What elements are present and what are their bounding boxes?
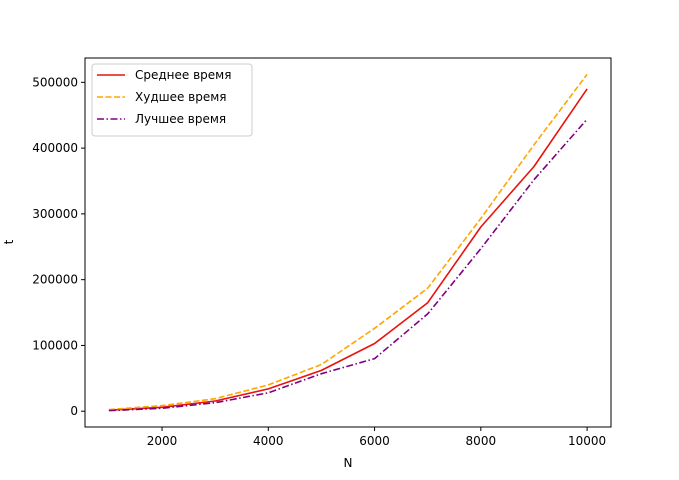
x-tick-label: 4000 — [253, 434, 284, 448]
legend-label: Среднее время — [135, 68, 231, 82]
y-tick-label: 0 — [70, 404, 78, 418]
series-line — [108, 118, 588, 412]
plot-frame — [84, 57, 612, 428]
y-axis-ticks: 0 100000 200000 300000 400000 500000 — [32, 75, 85, 418]
y-tick-label: 100000 — [32, 338, 78, 352]
x-tick-label: 10000 — [568, 434, 606, 448]
series-line — [108, 88, 588, 411]
y-tick-label: 200000 — [32, 273, 78, 287]
x-axis-label: N — [344, 456, 353, 470]
x-tick-label: 8000 — [466, 434, 497, 448]
y-tick-label: 400000 — [32, 141, 78, 155]
legend: Среднее время Худшее время Лучшее время — [91, 63, 253, 137]
x-axis-ticks: 2000 4000 6000 8000 10000 — [147, 427, 606, 448]
y-axis-label: t — [2, 239, 16, 244]
legend-box — [91, 63, 253, 137]
x-tick-label: 2000 — [147, 434, 178, 448]
series-line — [108, 73, 588, 411]
x-tick-label: 6000 — [359, 434, 390, 448]
legend-label: Худшее время — [135, 90, 227, 104]
series-layer — [108, 73, 588, 412]
y-tick-label: 300000 — [32, 207, 78, 221]
legend-label: Лучшее время — [135, 112, 226, 126]
y-tick-label: 500000 — [32, 75, 78, 89]
